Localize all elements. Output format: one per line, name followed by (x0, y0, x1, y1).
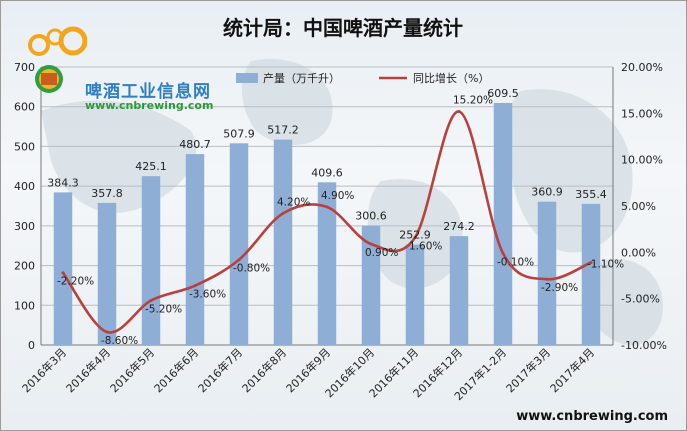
bar-value-label: 274.2 (443, 220, 475, 233)
line-value-label: -8.60% (101, 335, 138, 347)
bar (537, 201, 557, 345)
growth-point (501, 251, 505, 255)
watermark-name: 啤酒工业信息网 (85, 82, 211, 102)
y-right-tick-label: 15.00% (621, 107, 663, 120)
bar (97, 202, 117, 345)
growth-point (237, 258, 241, 262)
y-right-tick-label: 0.00% (621, 246, 656, 259)
line-value-label: -2.90% (541, 282, 578, 294)
line-value-label: -5.20% (145, 304, 182, 316)
bar (273, 139, 293, 345)
bar-value-label: 409.6 (311, 166, 343, 179)
bar-value-label: 357.8 (91, 187, 123, 200)
bar-value-label: 609.5 (487, 87, 519, 100)
y-right-tick-label: 10.00% (621, 154, 663, 167)
watermark-logo: 啤酒工业信息网 www.cnbrewing.com (27, 23, 247, 119)
y-right-tick-label: -5.00% (621, 293, 660, 306)
legend-bar-label: 产量（万千升） (263, 71, 340, 85)
bar (317, 182, 337, 345)
legend-line-label: 同比增长（%） (413, 71, 489, 85)
y-left-tick-label: 0 (28, 339, 35, 352)
bar-value-label: 355.4 (575, 188, 607, 201)
bar (361, 225, 381, 345)
y-right-tick-label: -10.00% (621, 339, 667, 352)
line-value-label: -1.10% (587, 259, 624, 271)
bar-value-label: 384.3 (47, 176, 79, 189)
y-right-tick-label: 20.00% (621, 61, 663, 74)
line-value-label: 4.20% (277, 196, 310, 208)
map-backdrop-shape (241, 59, 333, 145)
growth-point (149, 299, 153, 303)
y-left-tick-label: 500 (14, 140, 35, 153)
x-tick-label: 2016年4月 (63, 345, 113, 395)
bar-value-label: 517.2 (267, 124, 299, 137)
x-tick-label: 2016年5月 (107, 345, 157, 395)
growth-point (413, 236, 417, 240)
legend-bar-swatch (236, 73, 258, 83)
bar (53, 192, 73, 345)
bar-value-label: 300.6 (355, 210, 387, 223)
bar (141, 176, 161, 345)
line-value-label: -0.80% (233, 263, 270, 275)
y-left-tick-label: 300 (14, 220, 35, 233)
watermark-url: www.cnbrewing.com (85, 99, 214, 112)
chart-title: 统计局：中国啤酒产量统计 (223, 16, 463, 40)
growth-point (325, 205, 329, 209)
x-tick-label: 2016年7月 (195, 345, 245, 395)
footer-url: www.cnbrewing.com (516, 409, 668, 424)
y-right-tick-label: 5.00% (621, 200, 656, 213)
line-value-label: -2.20% (57, 276, 94, 288)
y-left-tick-label: 600 (14, 101, 35, 114)
x-tick-label: 2017年4月 (547, 345, 597, 395)
bar-value-label: 252.9 (399, 229, 431, 242)
x-tick-label: 2016年6月 (151, 345, 201, 395)
y-left-tick-label: 400 (14, 180, 35, 193)
growth-point (105, 330, 109, 334)
map-backdrop-shape (367, 179, 463, 289)
bar-value-label: 425.1 (135, 160, 167, 173)
bar (185, 154, 205, 345)
x-tick-label: 2017年3月 (503, 345, 553, 395)
growth-point (193, 284, 197, 288)
line-value-label: 15.20% (453, 94, 493, 106)
logo-circles-icon (28, 26, 87, 93)
line-value-label: 4.90% (321, 190, 354, 202)
growth-point (589, 261, 593, 265)
bar-value-label: 360.9 (531, 186, 563, 199)
map-backdrop-shape (592, 259, 663, 345)
y-left-tick-label: 200 (14, 260, 35, 273)
growth-point (61, 271, 65, 275)
bar (449, 236, 469, 345)
bar-value-label: 507.9 (223, 127, 255, 140)
growth-point (369, 242, 373, 246)
y-left-tick-label: 700 (14, 61, 35, 74)
map-backdrop-shape (508, 89, 633, 253)
bar (229, 143, 249, 345)
bar (581, 203, 601, 345)
line-value-label: 0.90% (365, 247, 398, 259)
growth-point (457, 109, 461, 113)
bar (493, 102, 513, 345)
y-left-tick-label: 100 (14, 299, 35, 312)
growth-point (545, 277, 549, 281)
bar-value-label: 480.7 (179, 138, 211, 151)
x-tick-label: 2016年3月 (19, 345, 69, 395)
bar (405, 244, 425, 345)
growth-point (281, 211, 285, 215)
line-value-label: -0.10% (497, 256, 534, 268)
x-tick-label: 2016年8月 (239, 345, 289, 395)
line-value-label: 1.60% (409, 241, 442, 253)
line-value-label: -3.60% (189, 289, 226, 301)
